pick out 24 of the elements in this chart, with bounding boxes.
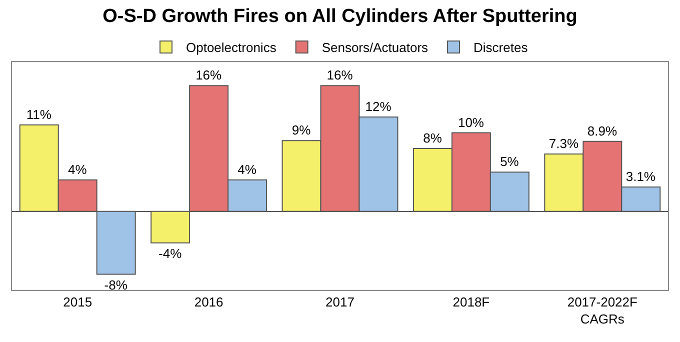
x-tick-label: 2017-2022F CAGRs bbox=[567, 294, 638, 326]
data-label: -8% bbox=[104, 277, 128, 292]
data-label: 8% bbox=[423, 130, 442, 146]
data-label: 3.1% bbox=[626, 169, 656, 184]
legend-label: Sensors/Actuators bbox=[322, 40, 429, 56]
data-label: 16% bbox=[326, 68, 354, 83]
legend-label: Optoelectronics bbox=[186, 40, 277, 56]
chart-title: O-S-D Growth Fires on All Cylinders After Sputtering bbox=[102, 6, 578, 27]
data-label: 7.3% bbox=[548, 136, 579, 151]
x-tick-label: 2015 bbox=[63, 294, 92, 310]
legend-label: Discretes bbox=[474, 40, 528, 56]
data-label: 9% bbox=[292, 122, 312, 138]
data-label: 8.9% bbox=[587, 123, 618, 138]
data-label: 12% bbox=[365, 99, 392, 114]
data-label: 11% bbox=[26, 106, 52, 122]
data-label: 4% bbox=[238, 162, 257, 177]
x-tick-label: 2018F bbox=[452, 294, 490, 310]
data-label: -4% bbox=[158, 246, 182, 261]
x-tick-label: 2016 bbox=[194, 294, 224, 310]
x-tick-label: 2017 bbox=[326, 294, 354, 310]
data-label: 4% bbox=[68, 162, 88, 177]
data-label: 5% bbox=[500, 154, 520, 170]
data-label: 10% bbox=[458, 114, 484, 130]
data-label: 16% bbox=[196, 68, 222, 83]
